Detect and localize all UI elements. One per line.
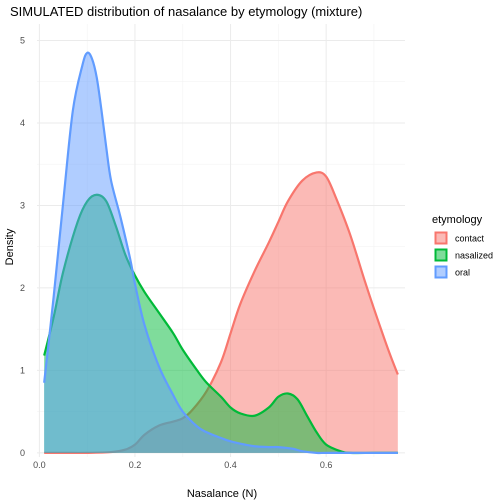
legend-key-contact	[434, 231, 448, 245]
x-tick-label: 0.4	[224, 460, 237, 470]
chart-title: SIMULATED distribution of nasalance by e…	[10, 4, 362, 19]
y-tick-label: 4	[20, 118, 25, 128]
y-tick-label: 3	[20, 200, 25, 210]
y-tick-label: 1	[20, 365, 25, 375]
y-axis-title: Density	[4, 228, 16, 265]
x-tick-label: 0.6	[320, 460, 333, 470]
density-area-oral	[44, 52, 398, 453]
y-axis-ticks: 0 1 2 3 4 5	[20, 35, 25, 457]
y-tick-label: 2	[20, 283, 25, 293]
y-tick-label: 0	[20, 448, 25, 458]
density-line-oral	[43, 51, 398, 455]
legend-label-contact: contact	[455, 234, 485, 244]
legend-key-oral	[434, 265, 448, 279]
x-tick-label: 0.2	[129, 460, 142, 470]
legend: etymology contact nasalized oral	[432, 214, 493, 279]
x-axis-ticks: 0.0 0.2 0.4 0.6	[33, 460, 332, 470]
legend-label-nasalized: nasalized	[455, 251, 493, 261]
legend-items: contact nasalized oral	[434, 231, 493, 279]
legend-key-nasalized	[434, 248, 448, 262]
y-tick-label: 5	[20, 35, 25, 45]
density-areas	[43, 51, 399, 455]
density-area-contact	[44, 172, 398, 453]
x-tick-label: 0.0	[33, 460, 46, 470]
legend-title: etymology	[432, 214, 483, 226]
x-axis-title: Nasalance (N)	[187, 488, 257, 500]
legend-label-oral: oral	[455, 268, 470, 278]
